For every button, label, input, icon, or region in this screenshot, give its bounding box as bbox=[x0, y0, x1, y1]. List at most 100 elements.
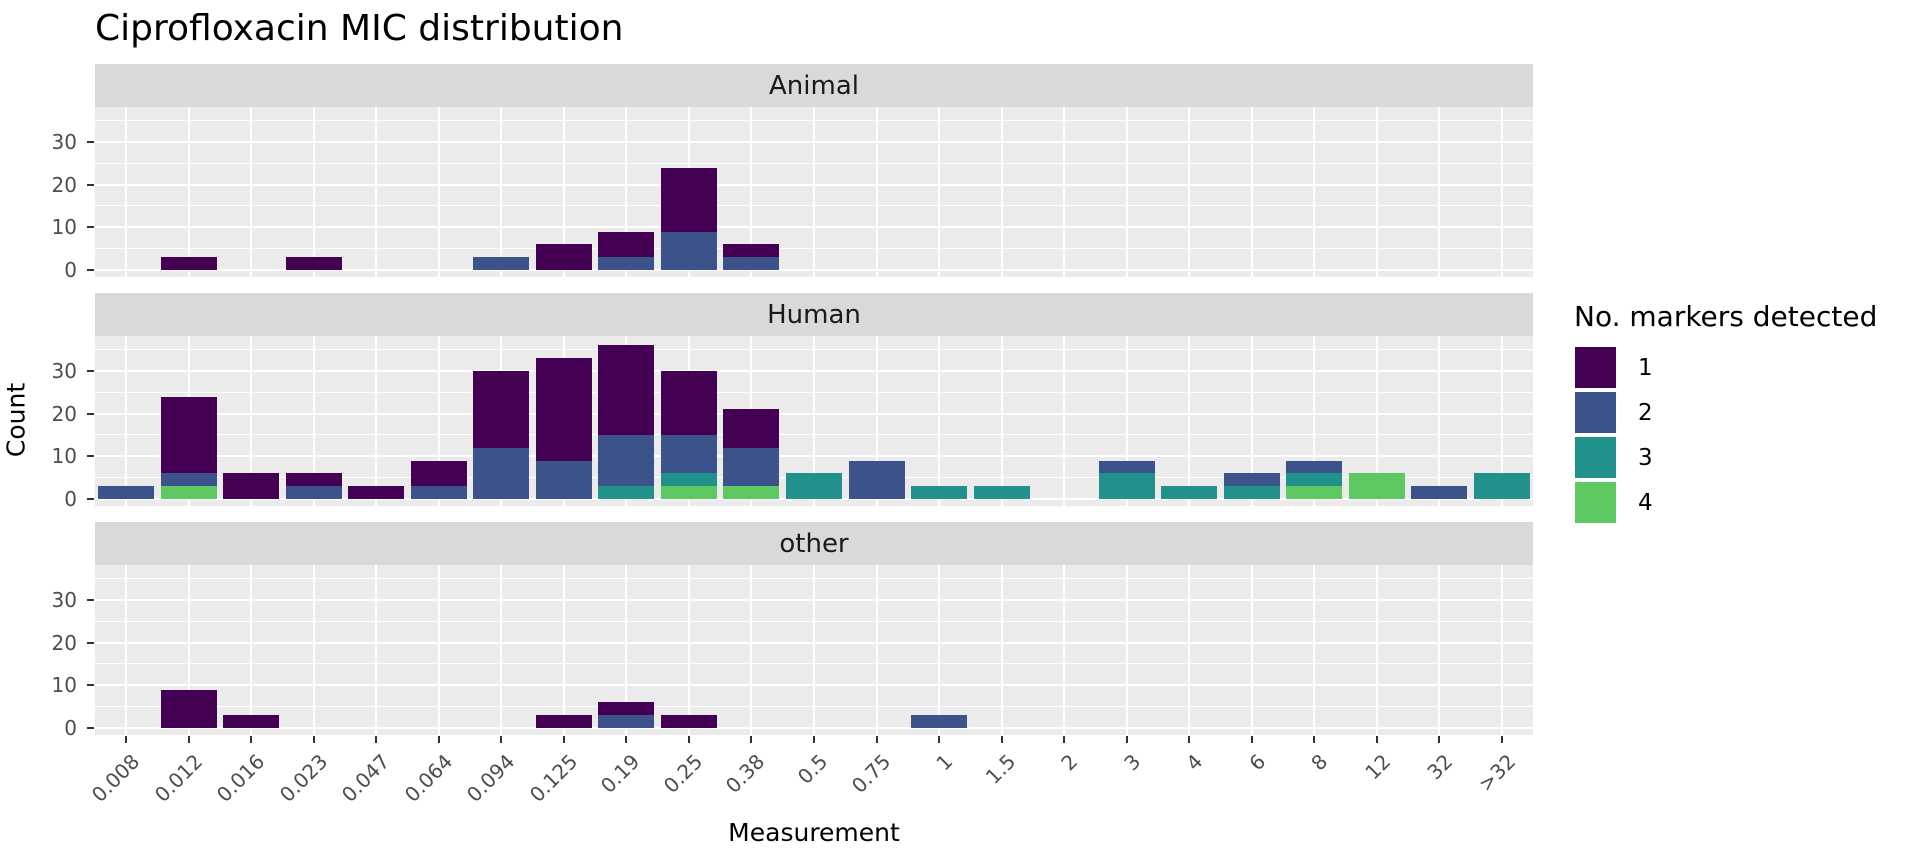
gridline-vertical bbox=[1438, 336, 1441, 506]
bar-segment bbox=[911, 715, 968, 728]
x-tick-label: 0.19 bbox=[596, 749, 645, 798]
x-tick-mark bbox=[1125, 736, 1128, 743]
y-tick-label: 30 bbox=[51, 358, 77, 383]
facet-strip-animal: Animal bbox=[95, 64, 1533, 107]
bar-segment bbox=[660, 231, 717, 270]
x-tick-label: 0.38 bbox=[721, 749, 770, 798]
facet-strip-label: other bbox=[779, 528, 849, 559]
bar-segment bbox=[1286, 460, 1343, 474]
legend-item-3: 3 bbox=[1572, 437, 1912, 478]
x-tick-label: 0.25 bbox=[658, 749, 708, 798]
gridline-vertical bbox=[125, 107, 128, 277]
gridline-vertical bbox=[125, 336, 128, 506]
gridline-vertical bbox=[1375, 336, 1378, 506]
bar-segment bbox=[723, 486, 780, 499]
bar-segment bbox=[160, 396, 217, 474]
gridline-vertical bbox=[1063, 336, 1066, 506]
gridline-vertical bbox=[1000, 336, 1003, 506]
legend-key-swatch bbox=[1575, 347, 1616, 388]
gridline-vertical bbox=[1000, 107, 1003, 277]
x-tick-mark bbox=[250, 736, 253, 743]
bar-segment bbox=[160, 689, 217, 728]
x-axis-title: Measurement bbox=[728, 818, 900, 847]
gridline-vertical bbox=[437, 107, 440, 277]
x-tick-mark bbox=[312, 736, 315, 743]
y-tick-mark bbox=[87, 183, 94, 186]
x-tick-label: 1.5 bbox=[980, 749, 1020, 789]
x-tick-mark bbox=[875, 736, 878, 743]
bar-segment bbox=[535, 244, 592, 270]
gridline-vertical bbox=[875, 107, 878, 277]
bar-segment bbox=[473, 447, 530, 499]
x-tick-mark bbox=[437, 736, 440, 743]
bar-segment bbox=[160, 257, 217, 270]
x-tick-label: 4 bbox=[1181, 749, 1208, 776]
y-tick-label: 20 bbox=[51, 401, 77, 426]
gridline-vertical bbox=[750, 107, 753, 277]
legend: No. markers detected 1 2 3 4 bbox=[1572, 300, 1912, 527]
gridline-vertical bbox=[500, 565, 503, 735]
legend-key-swatch bbox=[1575, 482, 1616, 523]
bar-segment bbox=[1348, 473, 1405, 499]
x-tick-label: 2 bbox=[1056, 749, 1083, 776]
facet-strip-human: Human bbox=[95, 293, 1533, 336]
x-tick-label: >32 bbox=[1473, 749, 1520, 797]
gridline-vertical bbox=[437, 565, 440, 735]
gridline-vertical bbox=[1313, 565, 1316, 735]
bar-segment bbox=[660, 370, 717, 435]
gridline-vertical bbox=[562, 565, 565, 735]
gridline-vertical bbox=[1500, 107, 1503, 277]
bar-segment bbox=[285, 257, 342, 270]
facet-panel-animal bbox=[95, 107, 1533, 277]
y-tick-mark bbox=[87, 412, 94, 415]
y-tick-label: 30 bbox=[51, 129, 77, 154]
bar-segment bbox=[660, 473, 717, 487]
gridline-vertical bbox=[312, 107, 315, 277]
x-tick-label: 32 bbox=[1422, 749, 1458, 785]
gridline-vertical bbox=[1438, 565, 1441, 735]
bar-segment bbox=[1411, 486, 1468, 499]
gridline-vertical bbox=[1125, 565, 1128, 735]
gridline-vertical bbox=[1250, 336, 1253, 506]
legend-items: 1 2 3 4 bbox=[1572, 347, 1912, 523]
facet-panel-human bbox=[95, 336, 1533, 506]
y-tick-label: 0 bbox=[64, 487, 77, 511]
legend-item-label: 3 bbox=[1638, 444, 1653, 471]
x-tick-mark bbox=[1250, 736, 1253, 743]
x-tick-label: 0.016 bbox=[212, 749, 270, 807]
bar-segment bbox=[348, 486, 405, 499]
bar-segment bbox=[723, 257, 780, 270]
bar-segment bbox=[1098, 473, 1155, 499]
gridline-vertical bbox=[625, 565, 628, 735]
x-tick-label: 1 bbox=[931, 749, 958, 776]
gridline-vertical bbox=[375, 565, 378, 735]
gridline-vertical bbox=[625, 107, 628, 277]
facet-strip-label: Human bbox=[767, 299, 861, 330]
bar-segment bbox=[598, 345, 655, 435]
gridline-vertical bbox=[1438, 107, 1441, 277]
gridline-vertical bbox=[750, 565, 753, 735]
x-tick-mark bbox=[625, 736, 628, 743]
gridline-vertical bbox=[1250, 107, 1253, 277]
gridline-vertical bbox=[1125, 107, 1128, 277]
x-tick-label: 0.5 bbox=[792, 749, 833, 789]
bar-segment bbox=[598, 434, 655, 487]
bar-segment bbox=[410, 486, 467, 499]
bar-segment bbox=[660, 486, 717, 499]
legend-title: No. markers detected bbox=[1574, 300, 1878, 333]
gridline-vertical bbox=[1063, 565, 1066, 735]
bar-segment bbox=[285, 473, 342, 487]
gridline-vertical bbox=[375, 107, 378, 277]
legend-item-1: 1 bbox=[1572, 347, 1912, 388]
bar-segment bbox=[598, 257, 655, 270]
gridline-vertical bbox=[813, 336, 815, 506]
gridline-vertical bbox=[1000, 565, 1003, 735]
x-tick-mark bbox=[1500, 736, 1503, 743]
bar-segment bbox=[660, 167, 717, 232]
bar-segment bbox=[973, 486, 1030, 499]
bar-segment bbox=[223, 473, 280, 499]
gridline-vertical bbox=[1063, 107, 1066, 277]
gridline-vertical bbox=[938, 336, 941, 506]
x-tick-mark bbox=[1375, 736, 1378, 743]
bar-segment bbox=[660, 715, 717, 728]
